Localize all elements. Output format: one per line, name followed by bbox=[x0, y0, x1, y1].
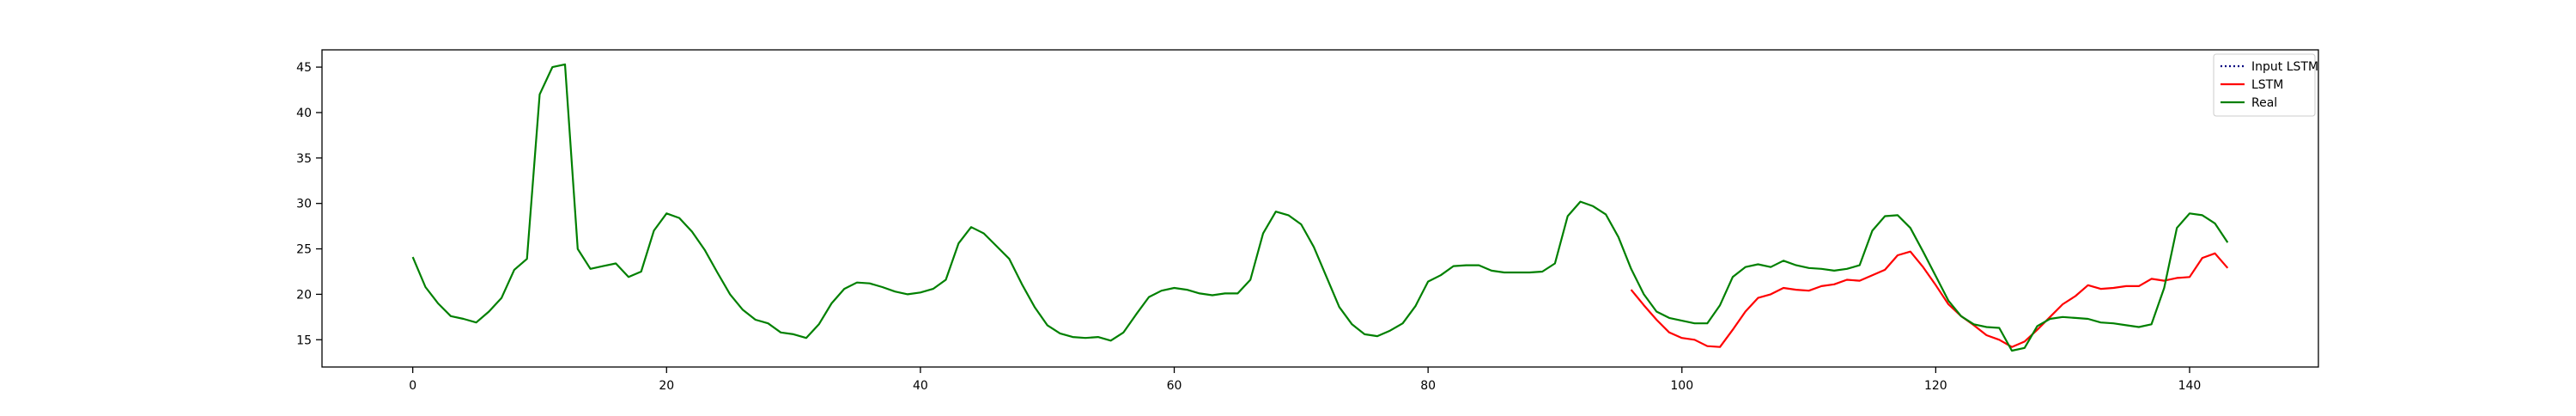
plot-frame bbox=[321, 49, 2319, 368]
y-tick-label: 40 bbox=[296, 107, 312, 120]
x-tick-label: 60 bbox=[1167, 379, 1182, 393]
legend-label: Real bbox=[2251, 96, 2277, 110]
y-tick-label: 30 bbox=[296, 198, 312, 211]
legend-label: Input LSTM bbox=[2251, 60, 2318, 74]
x-tick-label: 140 bbox=[2178, 379, 2202, 393]
series-line-lstm bbox=[1630, 250, 2229, 348]
x-tick-label: 20 bbox=[659, 379, 674, 393]
y-tick-label: 45 bbox=[296, 61, 312, 75]
y-axis: 15 20 25 30 35 40 45 bbox=[296, 61, 322, 347]
legend-box bbox=[2213, 53, 2316, 117]
legend-label: LSTM bbox=[2251, 78, 2283, 92]
x-tick-label: 100 bbox=[1670, 379, 1693, 393]
legend: Input LSTM LSTM Real bbox=[2213, 53, 2318, 117]
x-tick-label: 0 bbox=[409, 379, 416, 393]
x-tick-label: 80 bbox=[1420, 379, 1436, 393]
x-tick-label: 120 bbox=[1924, 379, 1947, 393]
x-axis: 0 20 40 60 80 100 120 140 bbox=[409, 367, 2201, 393]
series-line-real bbox=[411, 63, 2229, 352]
y-tick-label: 25 bbox=[296, 243, 312, 257]
y-tick-label: 15 bbox=[296, 333, 312, 347]
x-tick-label: 40 bbox=[913, 379, 928, 393]
y-tick-label: 20 bbox=[296, 288, 312, 302]
series-layer bbox=[411, 63, 2229, 352]
y-tick-label: 35 bbox=[296, 152, 312, 166]
